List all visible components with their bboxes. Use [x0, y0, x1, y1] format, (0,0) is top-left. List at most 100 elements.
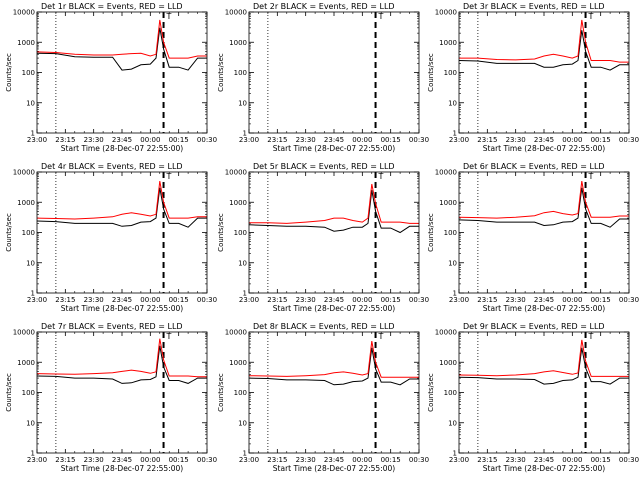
x-tick-label: 23:30	[296, 296, 316, 304]
panel-title: Det 7r BLACK = Events, RED = LLD	[41, 322, 183, 331]
panel-title: Det 1r BLACK = Events, RED = LLD	[41, 2, 183, 11]
panel-det-4: Det 4r BLACK = Events, RED = LLD 1 10 100 10…	[5, 162, 217, 313]
y-tick-label: 10	[26, 99, 35, 107]
plot-frame	[458, 331, 630, 454]
plot-frame	[458, 171, 630, 294]
y-tick-label: 1	[453, 450, 457, 458]
x-tick-label: 00:15	[381, 456, 401, 464]
y-tick-label: 10000	[225, 169, 247, 177]
x-tick-label: 00:00	[352, 136, 372, 144]
y-axis-label: Counts/sec	[427, 53, 435, 92]
x-tick-label: 23:45	[324, 456, 344, 464]
series-line-events-black	[36, 27, 207, 71]
y-axis-label: Counts/sec	[217, 373, 225, 412]
y-tick-label: 10000	[13, 329, 35, 337]
x-tick-label: 23:00	[449, 456, 469, 464]
series-line-events-black	[458, 30, 629, 71]
x-tick-label: 23:30	[296, 456, 316, 464]
y-tick-label: 10000	[435, 9, 457, 17]
y-axis-label: Counts/sec	[217, 213, 225, 252]
x-tick-label: 00:30	[197, 136, 217, 144]
x-axis-label: Start Time (28-Dec-07 22:55:00)	[483, 304, 605, 313]
x-tick-label: 23:45	[112, 136, 132, 144]
y-axis-label: Counts/sec	[427, 213, 435, 252]
x-tick-label: 23:30	[296, 136, 316, 144]
x-tick-label: 00:15	[381, 296, 401, 304]
x-tick-label: 00:30	[409, 296, 429, 304]
x-axis-label: Start Time (28-Dec-07 22:55:00)	[61, 144, 183, 153]
series-line-events-black	[458, 347, 629, 385]
x-tick-label: 23:30	[84, 136, 104, 144]
series-line-lld-red	[249, 183, 419, 224]
y-tick-label: 1	[243, 130, 247, 138]
y-tick-label: 1	[31, 450, 35, 458]
panel-det-7: Det 7r BLACK = Events, RED = LLD 1 10 100 10…	[5, 322, 217, 473]
series-line-lld-red	[458, 181, 629, 219]
panel-title: Det 5r BLACK = Events, RED = LLD	[253, 162, 395, 171]
panel-det-9: Det 9r BLACK = Events, RED = LLD 1 10 100 10…	[427, 322, 639, 473]
x-tick-label: 23:15	[55, 456, 75, 464]
x-tick-label: 23:00	[27, 296, 47, 304]
x-tick-label: 23:15	[267, 136, 287, 144]
x-tick-label: 00:00	[352, 296, 372, 304]
panel-det-8: Det 8r BLACK = Events, RED = LLD 1 10 100 10…	[217, 322, 429, 473]
x-tick-label: 23:30	[84, 456, 104, 464]
x-tick-label: 00:15	[169, 456, 189, 464]
y-tick-label: 10	[448, 419, 457, 427]
x-tick-label: 00:00	[562, 136, 582, 144]
x-tick-label: 23:45	[112, 456, 132, 464]
panel-title: Det 9r BLACK = Events, RED = LLD	[463, 322, 605, 331]
plot-frame	[248, 11, 420, 134]
y-tick-label: 10	[238, 99, 247, 107]
y-tick-label: 10	[238, 259, 247, 267]
x-tick-label: 23:15	[477, 296, 497, 304]
x-tick-label: 00:00	[140, 456, 160, 464]
x-tick-label: 23:30	[84, 296, 104, 304]
y-tick-label: 10	[26, 259, 35, 267]
marker-label: T	[588, 12, 594, 21]
y-axis-label: Counts/sec	[427, 373, 435, 412]
marker-label: T	[378, 332, 384, 341]
x-tick-label: 23:15	[267, 296, 287, 304]
x-tick-label: 00:30	[409, 456, 429, 464]
x-tick-label: 23:15	[267, 456, 287, 464]
x-tick-label: 00:15	[591, 136, 611, 144]
x-tick-label: 23:15	[477, 456, 497, 464]
x-tick-label: 23:45	[324, 296, 344, 304]
marker-label: T	[378, 12, 384, 21]
y-tick-label: 10	[448, 259, 457, 267]
x-tick-label: 23:45	[324, 136, 344, 144]
x-tick-label: 00:30	[197, 296, 217, 304]
panel-det-1: Det 1r BLACK = Events, RED = LLD 1 10 100 10…	[5, 2, 217, 153]
y-tick-label: 10000	[435, 169, 457, 177]
series-line-lld-red	[36, 338, 207, 378]
x-tick-label: 23:00	[239, 456, 259, 464]
y-tick-label: 1000	[17, 359, 35, 367]
y-tick-label: 10	[448, 99, 457, 107]
panel-det-2: Det 2r BLACK = Events, RED = LLD 1 10 100 10…	[217, 2, 429, 153]
panel-title: Det 2r BLACK = Events, RED = LLD	[253, 2, 395, 11]
y-tick-label: 100	[22, 389, 35, 397]
series-line-events-black	[36, 345, 207, 384]
x-tick-label: 23:00	[239, 296, 259, 304]
x-tick-label: 00:00	[352, 456, 372, 464]
plot-frame	[36, 171, 208, 294]
y-tick-label: 10000	[435, 329, 457, 337]
y-tick-label: 100	[22, 69, 35, 77]
y-axis-label: Counts/sec	[5, 53, 13, 92]
y-tick-label: 10	[26, 419, 35, 427]
y-tick-label: 100	[234, 69, 247, 77]
panel-det-6: Det 6r BLACK = Events, RED = LLD 1 10 100 10…	[427, 162, 639, 313]
x-tick-label: 00:00	[140, 136, 160, 144]
y-tick-label: 1000	[439, 199, 457, 207]
panel-title: Det 4r BLACK = Events, RED = LLD	[41, 162, 183, 171]
x-tick-label: 00:30	[619, 296, 639, 304]
series-line-lld-red	[458, 339, 629, 377]
x-axis-label: Start Time (28-Dec-07 22:55:00)	[483, 144, 605, 153]
marker-label: T	[166, 172, 172, 181]
x-axis-label: Start Time (28-Dec-07 22:55:00)	[273, 144, 395, 153]
panel-title: Det 3r BLACK = Events, RED = LLD	[463, 2, 605, 11]
y-tick-label: 1000	[439, 39, 457, 47]
x-tick-label: 00:00	[562, 456, 582, 464]
